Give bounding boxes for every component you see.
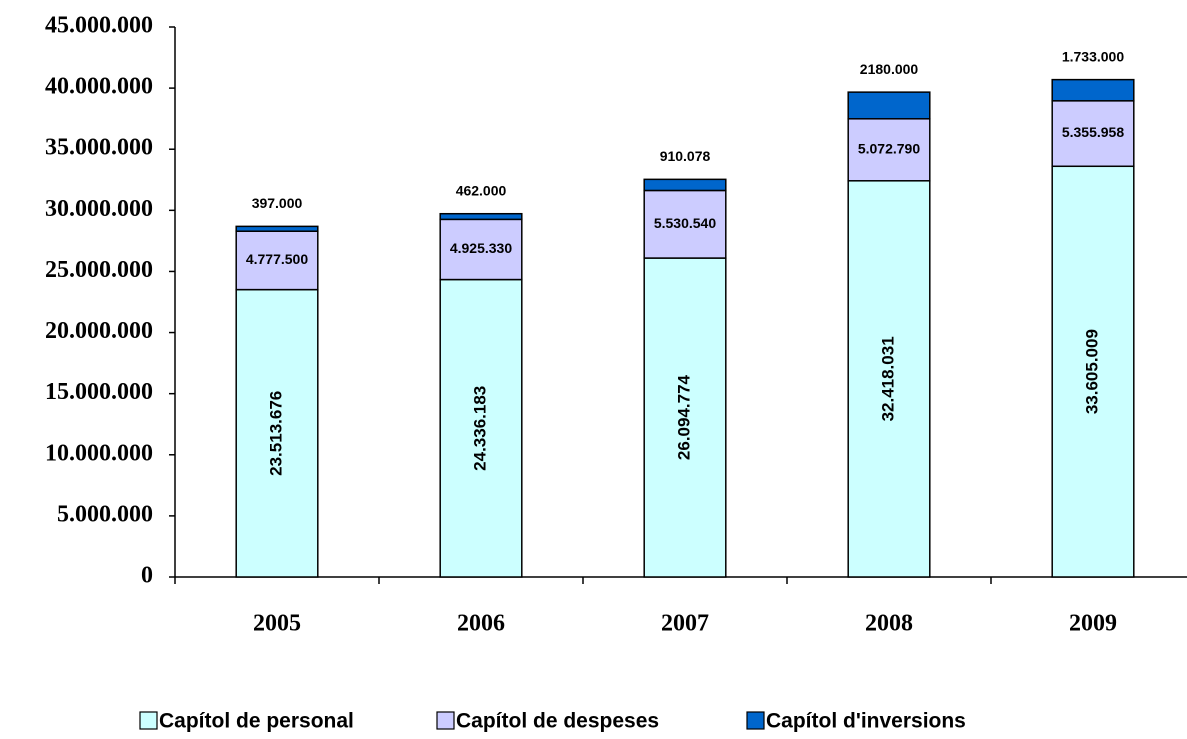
x-tick-label: 2006 (457, 611, 505, 637)
bar-segment (235, 230, 319, 291)
y-tick-label: 30.000.000 (45, 196, 153, 222)
x-tick-label: 2008 (865, 611, 913, 637)
legend-swatch (436, 711, 455, 730)
x-tick-label: 2007 (661, 611, 709, 637)
y-tick-label: 0 (141, 563, 153, 589)
bar-segment (643, 189, 727, 259)
y-tick-label: 40.000.000 (45, 74, 153, 100)
value-label: 1.733.000 (1062, 48, 1124, 64)
bar-segment (847, 91, 931, 120)
y-tick-label: 35.000.000 (45, 135, 153, 161)
y-tick-label: 15.000.000 (45, 379, 153, 405)
bar-segment (847, 118, 931, 182)
value-label: 33.605.009 (1082, 329, 1101, 414)
bar-segment (643, 178, 727, 192)
value-label: 4.925.330 (450, 240, 512, 256)
bar-segment (1051, 78, 1135, 102)
value-label: 26.094.774 (674, 374, 693, 460)
y-tick-label: 20.000.000 (45, 318, 153, 344)
value-label: 32.418.031 (878, 336, 897, 421)
bar-segment (439, 218, 523, 281)
value-label: 23.513.676 (266, 391, 285, 476)
value-label: 910.078 (660, 148, 711, 164)
x-tick-label: 2005 (253, 611, 301, 637)
y-tick-label: 5.000.000 (57, 501, 153, 527)
y-tick-label: 25.000.000 (45, 257, 153, 283)
bar-segment (643, 257, 727, 578)
bar-segment (439, 278, 523, 578)
value-label: 5.530.540 (654, 215, 716, 231)
legend-swatch (139, 711, 158, 730)
legend-swatch (746, 711, 765, 730)
bar-segment (439, 212, 523, 221)
y-tick-label: 10.000.000 (45, 440, 153, 466)
bar-segment (1051, 165, 1135, 578)
bar-segment (235, 288, 319, 578)
value-label: 4.777.500 (246, 251, 308, 267)
bar-segment (235, 225, 319, 232)
legend-label: Capítol d'inversions (766, 710, 966, 733)
value-label: 5.355.958 (1062, 124, 1124, 140)
value-label: 24.336.183 (470, 386, 489, 471)
x-tick-label: 2009 (1069, 611, 1117, 637)
legend-label: Capítol de despeses (456, 710, 659, 733)
bar-segment (1051, 100, 1135, 168)
value-label: 2180.000 (860, 61, 919, 77)
value-label: 397.000 (252, 195, 303, 211)
y-tick-label: 45.000.000 (45, 13, 153, 39)
value-label: 5.072.790 (858, 140, 920, 156)
legend-label: Capítol de personal (159, 710, 354, 733)
value-label: 462.000 (456, 182, 507, 198)
